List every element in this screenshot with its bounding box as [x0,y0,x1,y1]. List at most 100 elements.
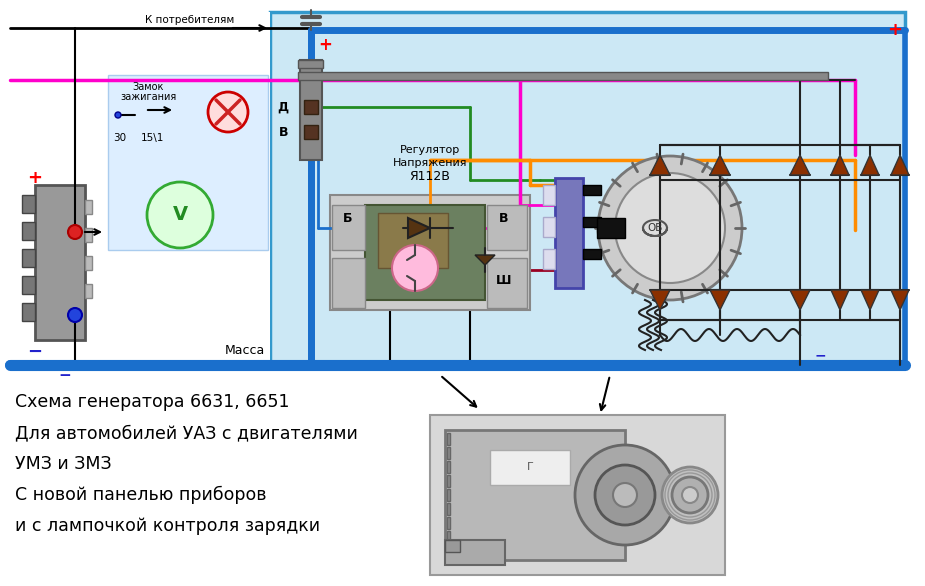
Text: Г: Г [526,462,534,472]
Bar [332,205,365,250]
Circle shape [392,245,438,291]
Bar [487,205,527,250]
Bar [298,72,828,80]
Text: +: + [887,21,903,39]
Bar [447,461,450,473]
Bar [447,531,450,543]
Text: Д: Д [277,101,288,114]
Text: 30: 30 [114,133,127,143]
Polygon shape [861,155,879,175]
Bar [85,228,92,242]
Bar [304,100,318,114]
Polygon shape [650,290,670,310]
Bar [22,195,35,213]
Circle shape [662,467,718,523]
Polygon shape [831,155,849,175]
Text: Регулятор: Регулятор [400,145,460,155]
Text: +: + [28,169,43,187]
Bar [447,475,450,487]
Polygon shape [650,155,670,175]
Circle shape [575,445,675,545]
Circle shape [615,173,725,283]
Bar [22,222,35,240]
Text: С новой панелью приборов: С новой панелью приборов [15,486,266,504]
Circle shape [682,487,698,503]
Circle shape [208,92,248,132]
Text: зажигания: зажигания [120,92,176,102]
Bar [447,433,450,445]
Text: УМЗ и ЗМЗ: УМЗ и ЗМЗ [15,455,112,473]
Bar [447,489,450,501]
Circle shape [115,112,121,118]
Text: −: − [28,343,43,361]
Polygon shape [710,155,730,175]
Polygon shape [408,218,430,238]
Bar [22,249,35,267]
Text: В: В [500,212,509,224]
Bar [447,503,450,515]
Bar [85,256,92,270]
Bar [543,185,555,205]
Circle shape [613,483,637,507]
Bar [447,447,450,459]
Bar [597,218,625,238]
Bar [583,185,601,195]
Bar [22,303,35,321]
Bar [445,540,460,552]
Text: Для автомобилей УАЗ с двигателями: Для автомобилей УАЗ с двигателями [15,424,358,442]
Polygon shape [790,155,810,175]
Bar [487,258,527,308]
Bar [445,430,625,560]
Circle shape [68,225,82,239]
Bar [555,178,583,288]
Bar [543,217,555,237]
Bar [85,284,92,298]
Circle shape [672,477,708,513]
Bar [22,276,35,294]
Circle shape [598,156,742,300]
Polygon shape [831,290,849,310]
Text: К потребителям: К потребителям [145,15,235,25]
Text: Я112В: Я112В [410,169,450,182]
Text: +: + [318,36,332,54]
Bar [490,450,570,485]
Bar [270,12,905,364]
Circle shape [595,465,655,525]
Text: V: V [172,206,188,224]
Text: Напряжения: Напряжения [393,158,467,168]
Text: Замок: Замок [132,82,164,92]
Bar [300,60,322,160]
Bar [108,75,268,250]
Bar [330,195,530,310]
Bar [332,258,365,308]
Bar [10,12,270,364]
Text: Ш: Ш [496,274,512,287]
Text: Схема генератора 6631, 6651: Схема генератора 6631, 6651 [15,393,290,411]
Polygon shape [710,290,730,310]
Text: Б: Б [343,212,352,224]
Text: В: В [278,127,288,139]
Circle shape [147,182,213,248]
Bar [35,185,85,340]
Circle shape [68,308,82,322]
Bar [298,60,323,68]
Text: 15\1: 15\1 [141,133,164,143]
Text: Масса: Масса [225,343,265,356]
Polygon shape [475,255,495,265]
Text: ОВ: ОВ [648,223,662,233]
Text: и с лампочкой контроля зарядки: и с лампочкой контроля зарядки [15,517,320,535]
Text: −: − [58,367,71,383]
Polygon shape [891,290,909,310]
Bar [583,217,601,227]
Polygon shape [790,290,810,310]
Polygon shape [861,290,879,310]
Bar [445,540,505,565]
Bar [85,200,92,214]
Bar [378,213,448,268]
Bar [430,415,725,575]
Bar [304,125,318,139]
Bar [543,249,555,269]
Text: −: − [814,348,826,362]
Bar [583,249,601,259]
Bar [365,205,485,300]
